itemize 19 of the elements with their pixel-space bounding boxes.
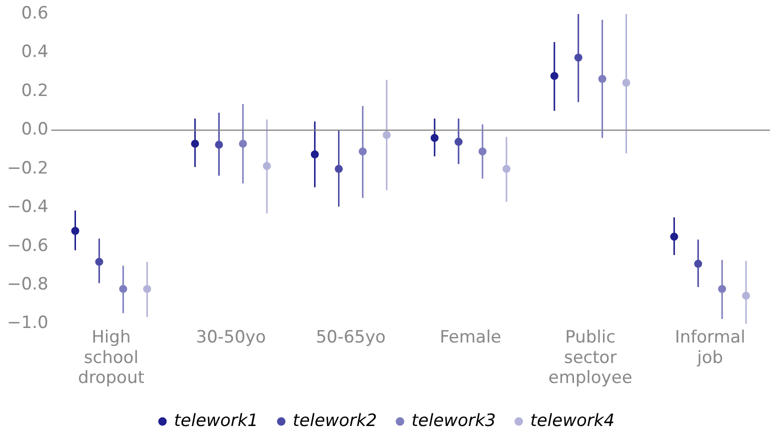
y-tick-label: −0.6 bbox=[7, 236, 48, 256]
x-tick-label: 50-65yo bbox=[316, 327, 386, 348]
legend-label: telework3 bbox=[412, 410, 496, 431]
legend-label: telework2 bbox=[292, 410, 378, 431]
legend-label: telework1 bbox=[174, 410, 258, 431]
y-tick-label: 0.2 bbox=[21, 80, 48, 101]
y-tick-label: −1.0 bbox=[7, 313, 48, 334]
y-tick-label: 0.0 bbox=[21, 120, 48, 140]
legend-label: telework4 bbox=[530, 410, 615, 431]
x-tick-label: 30-50yo bbox=[196, 327, 266, 348]
y-tick-label: 0.4 bbox=[21, 42, 48, 62]
x-tick-label: Public sector employee bbox=[548, 327, 632, 388]
y-tick-label: 0.6 bbox=[21, 3, 48, 24]
y-tick-label: −0.2 bbox=[7, 158, 48, 178]
y-tick-label: −0.8 bbox=[7, 274, 48, 294]
x-tick-label: Informal job bbox=[674, 327, 746, 368]
x-tick-label: Female bbox=[440, 327, 502, 348]
x-tick-label: High school dropout bbox=[78, 327, 145, 388]
y-tick-label: −0.4 bbox=[7, 197, 48, 218]
